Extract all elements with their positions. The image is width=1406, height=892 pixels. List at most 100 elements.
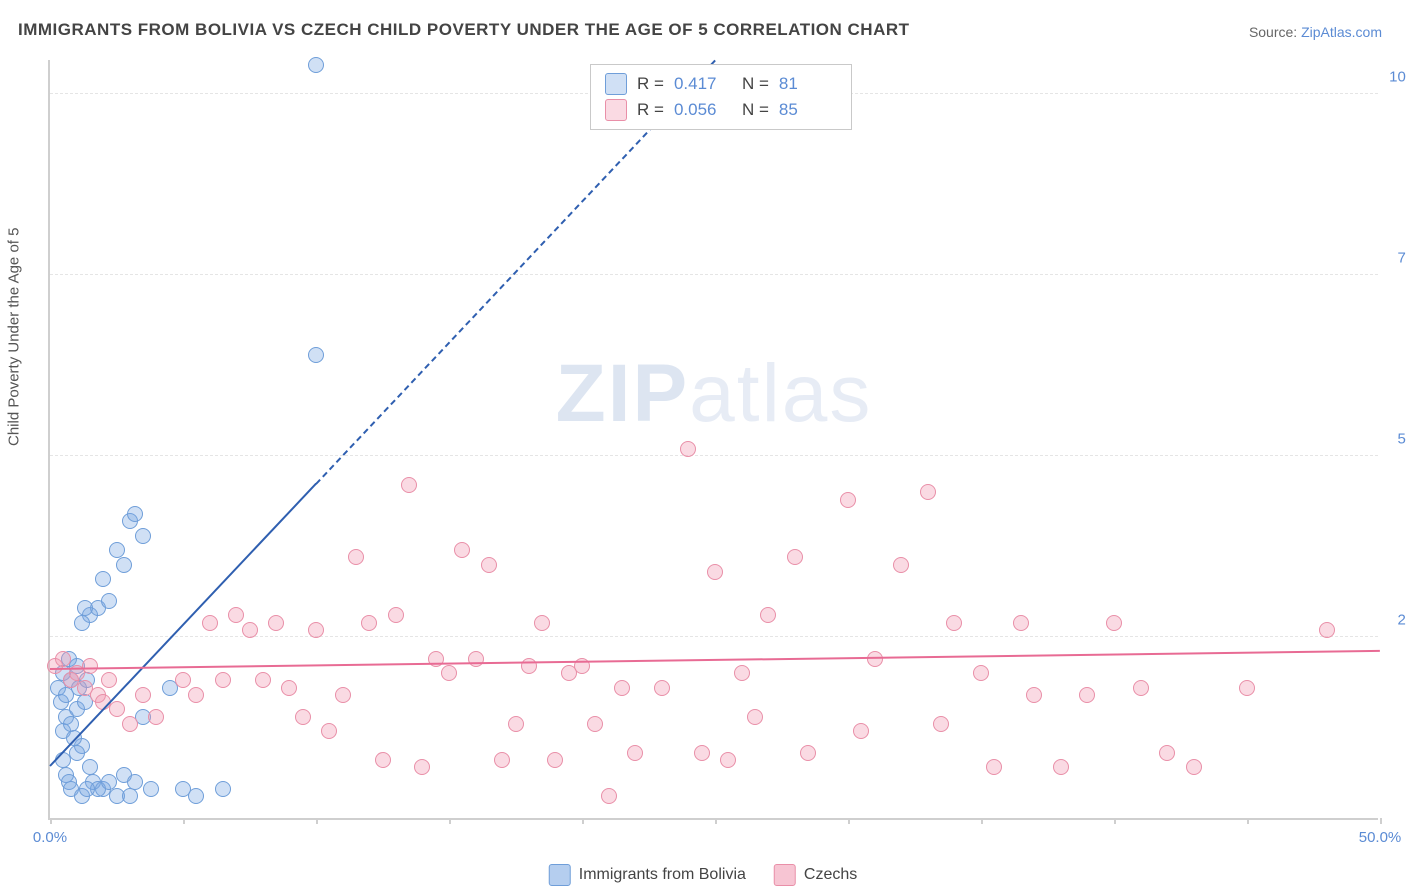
legend-item: Czechs — [774, 864, 857, 886]
scatter-point — [840, 492, 856, 508]
x-tick-mark — [1247, 818, 1249, 824]
scatter-point — [122, 788, 138, 804]
scatter-point — [63, 716, 79, 732]
scatter-point — [508, 716, 524, 732]
watermark: ZIPatlas — [556, 347, 873, 441]
x-tick-mark — [1380, 818, 1382, 824]
x-tick-mark — [582, 818, 584, 824]
legend-swatch — [774, 864, 796, 886]
y-tick-label: 50.0% — [1397, 431, 1406, 448]
scatter-point — [853, 723, 869, 739]
scatter-point — [255, 672, 271, 688]
scatter-point — [441, 665, 457, 681]
n-label: N = — [742, 74, 769, 94]
scatter-point — [1053, 759, 1069, 775]
scatter-point — [1013, 615, 1029, 631]
scatter-point — [893, 557, 909, 573]
r-value: 0.056 — [674, 100, 732, 120]
x-tick-mark — [50, 818, 52, 824]
r-value: 0.417 — [674, 74, 732, 94]
legend-swatch — [549, 864, 571, 886]
x-tick-mark — [848, 818, 850, 824]
x-tick-label: 0.0% — [33, 829, 67, 846]
scatter-point — [468, 651, 484, 667]
scatter-point — [986, 759, 1002, 775]
scatter-point — [933, 716, 949, 732]
scatter-point — [348, 549, 364, 565]
legend: Immigrants from Bolivia Czechs — [549, 864, 858, 886]
scatter-point — [268, 615, 284, 631]
scatter-point — [281, 680, 297, 696]
scatter-point — [95, 571, 111, 587]
scatter-point — [82, 658, 98, 674]
scatter-point — [321, 723, 337, 739]
source-link[interactable]: ZipAtlas.com — [1301, 24, 1382, 40]
source-attribution: Source: ZipAtlas.com — [1249, 24, 1382, 40]
scatter-point — [388, 607, 404, 623]
y-tick-label: 75.0% — [1397, 250, 1406, 267]
legend-label: Immigrants from Bolivia — [579, 866, 746, 884]
series-swatch — [605, 99, 627, 121]
scatter-point — [734, 665, 750, 681]
scatter-point — [601, 788, 617, 804]
plot-area: ZIPatlas 25.0%50.0%75.0%100.0%0.0%50.0%R… — [48, 60, 1378, 820]
scatter-point — [308, 622, 324, 638]
legend-label: Czechs — [804, 866, 857, 884]
scatter-point — [1159, 745, 1175, 761]
x-tick-mark — [1114, 818, 1116, 824]
scatter-point — [800, 745, 816, 761]
scatter-point — [148, 709, 164, 725]
r-label: R = — [637, 100, 664, 120]
legend-item: Immigrants from Bolivia — [549, 864, 746, 886]
scatter-point — [946, 615, 962, 631]
scatter-point — [74, 615, 90, 631]
watermark-atlas: atlas — [689, 348, 872, 439]
scatter-point — [55, 651, 71, 667]
scatter-point — [77, 600, 93, 616]
x-tick-mark — [316, 818, 318, 824]
scatter-point — [308, 347, 324, 363]
source-label: Source: — [1249, 24, 1297, 40]
scatter-point — [101, 593, 117, 609]
scatter-point — [135, 528, 151, 544]
scatter-point — [494, 752, 510, 768]
scatter-point — [188, 687, 204, 703]
scatter-point — [973, 665, 989, 681]
correlation-stats-box: R =0.417N =81R =0.056N =85 — [590, 64, 852, 130]
scatter-point — [920, 484, 936, 500]
r-label: R = — [637, 74, 664, 94]
scatter-point — [680, 441, 696, 457]
scatter-point — [454, 542, 470, 558]
scatter-point — [175, 672, 191, 688]
scatter-point — [116, 557, 132, 573]
scatter-point — [188, 788, 204, 804]
scatter-point — [101, 672, 117, 688]
scatter-point — [1239, 680, 1255, 696]
x-tick-mark — [715, 818, 717, 824]
scatter-point — [614, 680, 630, 696]
scatter-point — [79, 781, 95, 797]
scatter-point — [534, 615, 550, 631]
scatter-point — [82, 759, 98, 775]
scatter-point — [747, 709, 763, 725]
scatter-point — [521, 658, 537, 674]
y-tick-label: 25.0% — [1397, 612, 1406, 629]
y-tick-label: 100.0% — [1389, 69, 1406, 86]
n-value: 81 — [779, 74, 837, 94]
scatter-point — [720, 752, 736, 768]
scatter-point — [242, 622, 258, 638]
scatter-point — [335, 687, 351, 703]
scatter-point — [414, 759, 430, 775]
scatter-point — [401, 477, 417, 493]
scatter-point — [109, 701, 125, 717]
scatter-point — [143, 781, 159, 797]
scatter-point — [1186, 759, 1202, 775]
scatter-point — [135, 687, 151, 703]
scatter-point — [375, 752, 391, 768]
scatter-point — [1106, 615, 1122, 631]
scatter-point — [760, 607, 776, 623]
scatter-point — [1133, 680, 1149, 696]
chart-title: IMMIGRANTS FROM BOLIVIA VS CZECH CHILD P… — [18, 20, 910, 40]
watermark-zip: ZIP — [556, 348, 690, 439]
stats-row: R = 0.417 N = 81 — [605, 71, 837, 97]
